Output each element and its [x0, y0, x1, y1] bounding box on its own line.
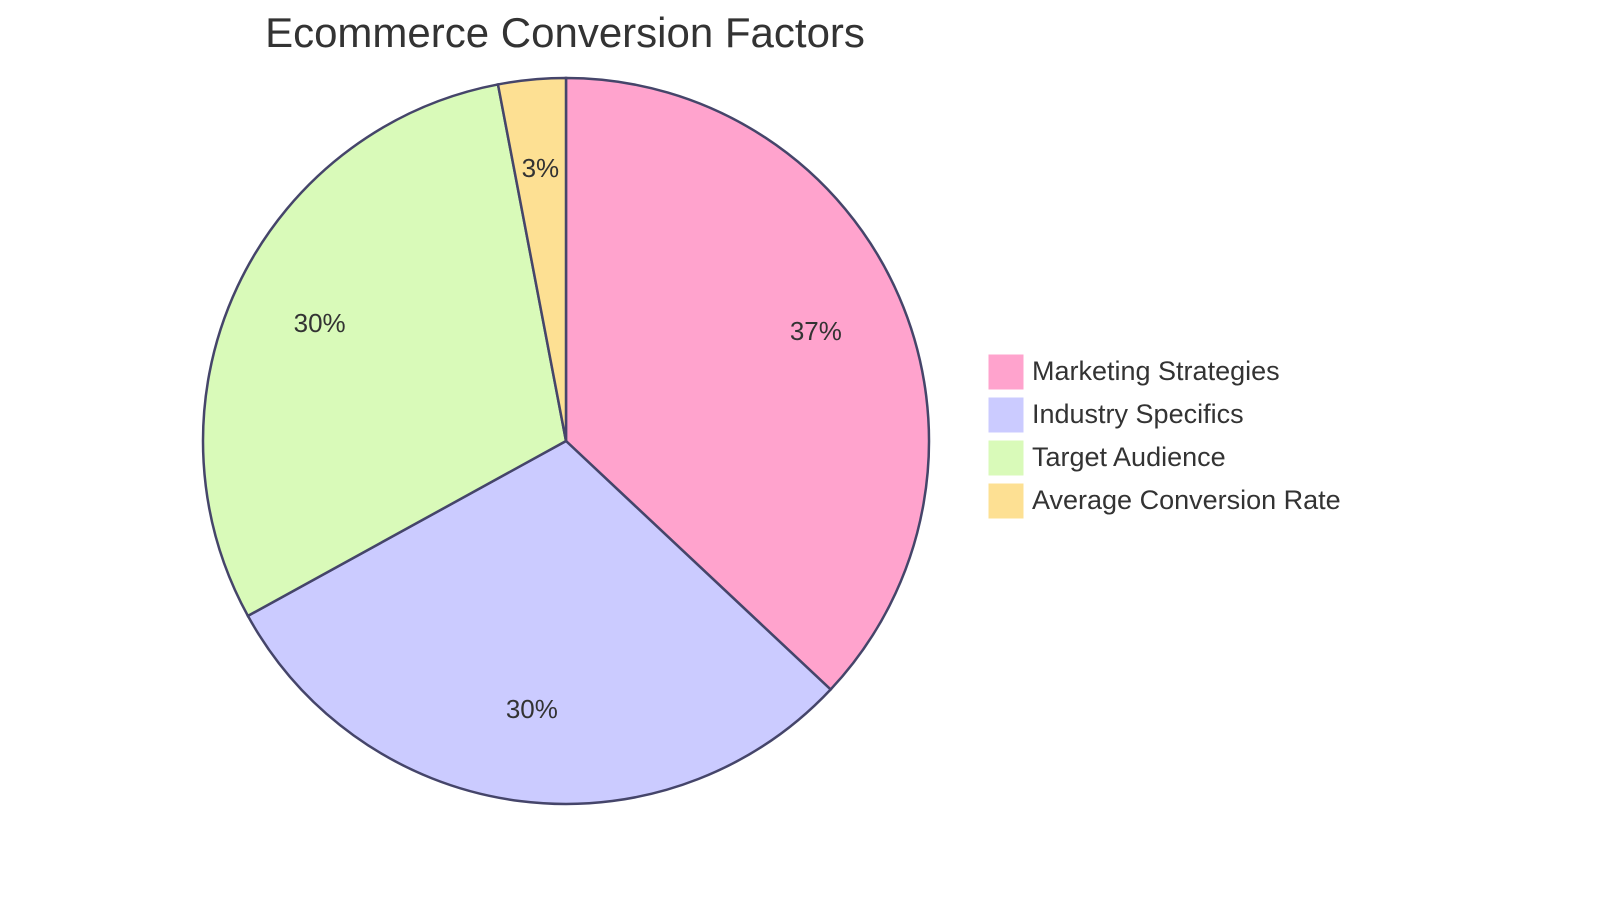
legend-swatch [987, 396, 1025, 434]
pie-slice [201, 82, 568, 618]
pie-slice [246, 439, 833, 806]
chart-title: Ecommerce Conversion Factors [265, 9, 865, 56]
legend-label: Marketing Strategies [1032, 356, 1280, 386]
legend-label: Average Conversion Rate [1032, 485, 1341, 515]
pie-slice [496, 76, 568, 442]
legend-swatch [987, 482, 1025, 520]
data-label: 3% [522, 153, 560, 183]
data-label: 30% [294, 308, 346, 338]
legend-swatch [987, 439, 1025, 477]
legend-label: Target Audience [1032, 442, 1226, 472]
legend-label: Industry Specifics [1032, 399, 1244, 429]
data-label: 37% [790, 316, 842, 346]
data-label: 30% [506, 694, 558, 724]
pie-slice [564, 76, 931, 692]
legend-swatch [987, 353, 1025, 391]
